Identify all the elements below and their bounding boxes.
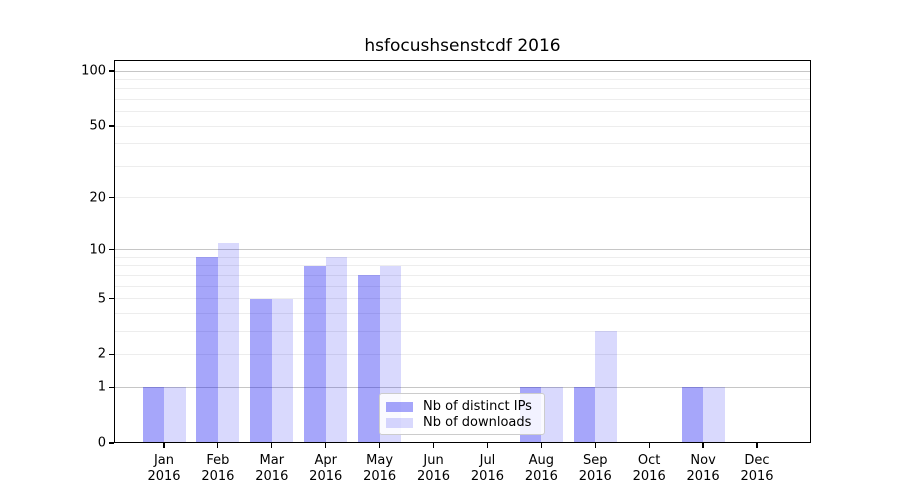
legend-label-distinct-ips: Nb of distinct IPs <box>423 399 532 414</box>
bar-distinct-ips-jan <box>142 387 164 443</box>
y-tick-50 <box>109 125 114 127</box>
bar-downloads-apr <box>325 257 348 443</box>
gridline-y-100 <box>114 70 811 72</box>
y-tick-label-100: 100 <box>81 63 106 79</box>
x-tick-label-jul: Jul 2016 <box>470 453 504 484</box>
legend-entry-distinct-ips: Nb of distinct IPs <box>386 399 537 414</box>
gridline-y-70 <box>114 98 811 100</box>
gridline-y-1 <box>114 386 811 388</box>
x-tick-label-may: May 2016 <box>363 453 397 484</box>
gridline-y-3 <box>114 330 811 332</box>
gridline-y-9 <box>114 256 811 258</box>
gridline-y-90 <box>114 78 811 80</box>
x-tick-mar <box>271 443 273 448</box>
x-tick-label-mar: Mar 2016 <box>255 453 289 484</box>
y-tick-label-5: 5 <box>97 291 106 307</box>
x-tick-label-jan: Jan 2016 <box>147 453 181 484</box>
gridline-y-7 <box>114 274 811 276</box>
legend-swatch-downloads <box>386 417 413 428</box>
legend-label-downloads: Nb of downloads <box>423 415 532 430</box>
legend-swatch-distinct-ips <box>386 401 413 412</box>
x-tick-nov <box>702 443 704 448</box>
gridline-y-10 <box>114 249 811 251</box>
chart-title: hsfocushsenstcdf 2016 <box>364 36 561 56</box>
y-tick-5 <box>109 297 114 300</box>
bar-downloads-mar <box>271 298 294 443</box>
x-tick-label-sep: Sep 2016 <box>578 453 612 484</box>
gridline-y-8 <box>114 265 811 267</box>
x-tick-dec <box>756 443 758 448</box>
plot-border <box>114 60 811 443</box>
bar-distinct-ips-mar <box>250 298 272 443</box>
legend-entry-downloads: Nb of downloads <box>386 415 537 430</box>
bar-downloads-nov <box>703 387 725 443</box>
bar-distinct-ips-feb <box>196 257 218 443</box>
x-tick-jul <box>486 443 489 448</box>
bar-downloads-aug <box>541 387 563 443</box>
gridline-y-80 <box>114 88 811 90</box>
gridline-y-2 <box>114 353 811 355</box>
gridline-y-30 <box>114 165 811 167</box>
bar-distinct-ips-nov <box>681 387 704 443</box>
y-tick-100 <box>109 70 114 72</box>
y-tick-label-20: 20 <box>89 190 106 206</box>
x-tick-label-dec: Dec 2016 <box>740 453 774 484</box>
x-tick-aug <box>540 443 542 448</box>
gridline-y-40 <box>114 143 811 145</box>
y-tick-label-0: 0 <box>97 435 106 451</box>
y-tick-label-1: 1 <box>97 379 106 395</box>
x-tick-may <box>379 443 381 448</box>
y-tick-label-50: 50 <box>89 118 106 134</box>
x-tick-feb <box>217 443 219 448</box>
y-tick-10 <box>109 249 114 251</box>
x-tick-label-aug: Aug 2016 <box>524 453 558 484</box>
bar-downloads-feb <box>217 242 240 443</box>
y-tick-1 <box>109 386 114 388</box>
bar-distinct-ips-sep <box>573 387 596 443</box>
bar-downloads-jan <box>164 387 186 443</box>
legend: Nb of distinct IPs Nb of downloads <box>379 393 545 435</box>
gridline-y-6 <box>114 285 811 287</box>
x-tick-jan <box>163 443 165 448</box>
y-tick-2 <box>109 353 114 356</box>
y-tick-0 <box>109 442 114 444</box>
gridline-y-5 <box>114 298 811 300</box>
y-tick-label-2: 2 <box>97 346 106 362</box>
x-tick-label-jun: Jun 2016 <box>416 453 451 484</box>
x-tick-label-feb: Feb 2016 <box>201 453 235 484</box>
y-tick-20 <box>109 196 114 199</box>
gridline-y-50 <box>114 125 811 127</box>
y-tick-label-10: 10 <box>89 242 106 258</box>
x-tick-label-oct: Oct 2016 <box>632 453 666 484</box>
gridline-y-20 <box>114 197 811 199</box>
x-tick-jun <box>432 443 435 448</box>
x-tick-label-nov: Nov 2016 <box>686 453 720 484</box>
x-tick-sep <box>594 443 596 448</box>
x-tick-oct <box>648 443 650 448</box>
gridline-y-60 <box>114 111 811 113</box>
bar-distinct-ips-may <box>358 275 380 443</box>
x-tick-label-apr: Apr 2016 <box>309 453 343 484</box>
bar-downloads-sep <box>595 331 617 443</box>
gridline-y-4 <box>114 312 811 314</box>
bar-distinct-ips-apr <box>304 265 326 443</box>
x-tick-apr <box>325 443 327 448</box>
